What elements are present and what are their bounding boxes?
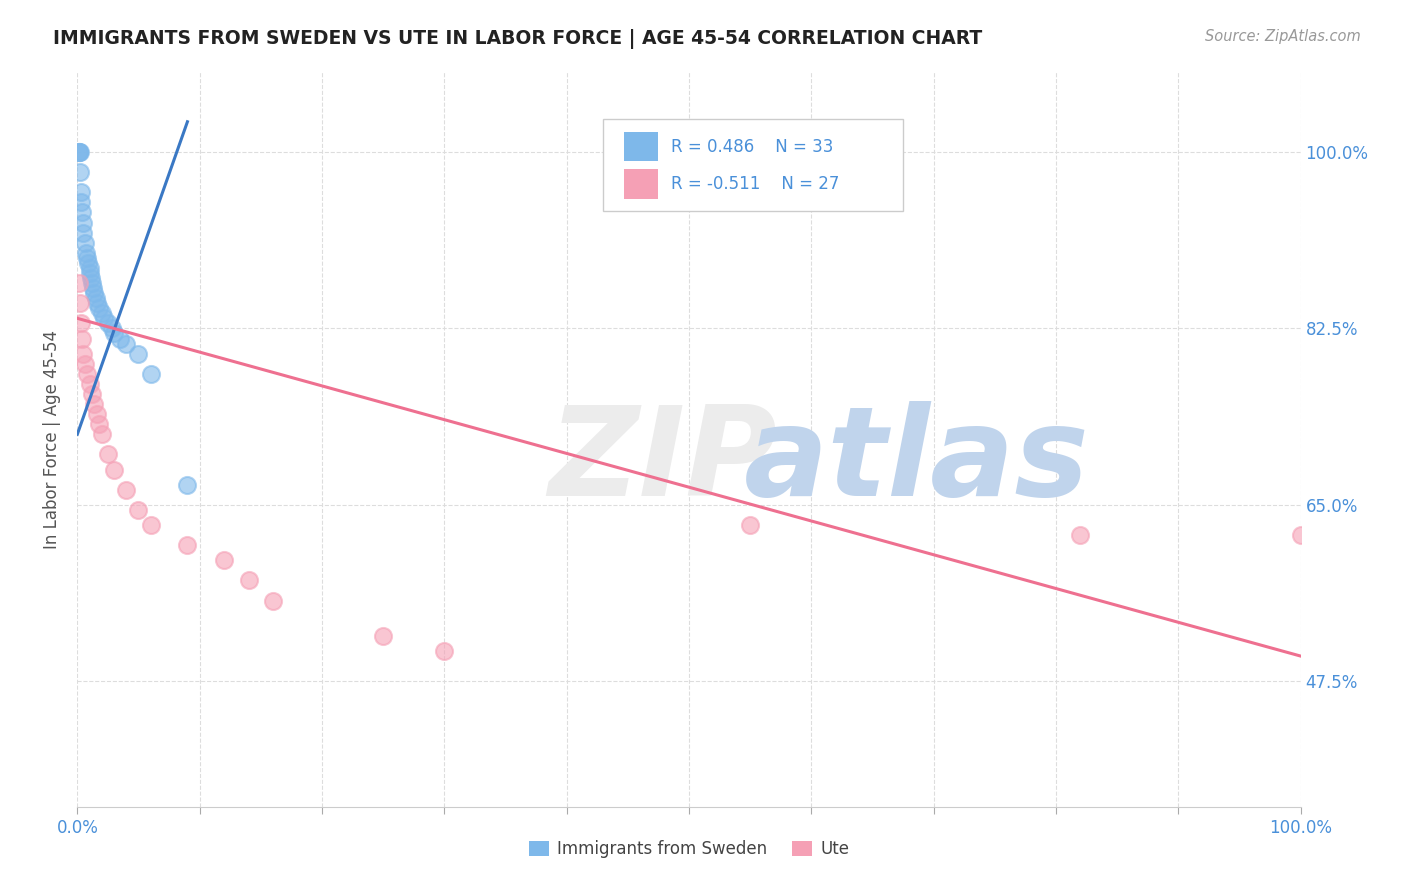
Point [67,145,90,159]
Point [1289,528,1312,542]
Point [89,417,111,432]
Point [72,226,94,240]
Text: R = -0.511    N = 27: R = -0.511 N = 27 [671,175,839,193]
Point [69,165,91,179]
Point [1069,528,1091,542]
Point [83,397,105,411]
Point [69,296,91,310]
Point [77,256,100,270]
Point [238,574,260,588]
Point [70,186,93,200]
Point [262,593,284,607]
Point [83,286,105,301]
Point [80,271,103,285]
Point [90,427,112,442]
Y-axis label: In Labor Force | Age 45-54: In Labor Force | Age 45-54 [42,330,60,549]
Point [115,336,138,351]
Point [79,260,101,275]
Point [70,317,93,331]
Point [76,367,98,381]
Point [72,216,94,230]
Text: Source: ZipAtlas.com: Source: ZipAtlas.com [1205,29,1361,44]
Bar [624,132,658,161]
Point [80,387,103,401]
Point [108,331,131,345]
Point [212,553,235,567]
Point [79,266,101,280]
Point [67,276,90,290]
Point [97,447,120,461]
Point [127,346,149,360]
Point [97,317,120,331]
Point [73,235,96,250]
Point [73,357,96,371]
Point [86,296,108,310]
Point [76,251,98,265]
Point [103,326,125,341]
Point [70,195,93,210]
Point [139,518,162,533]
Point [740,518,762,533]
Point [115,483,138,497]
Point [70,205,93,219]
Point [90,306,112,320]
Point [93,311,115,326]
Bar [624,169,658,199]
Text: ZIP: ZIP [548,401,778,522]
Point [176,477,198,491]
Point [89,301,111,316]
Text: R = 0.486    N = 33: R = 0.486 N = 33 [671,137,832,155]
Point [70,331,93,345]
Point [72,346,94,360]
Point [127,503,149,517]
Point [176,538,198,552]
Point [371,629,394,643]
Point [67,145,90,159]
Point [69,145,91,159]
Point [80,276,103,290]
Point [100,321,122,335]
Point [67,145,90,159]
Point [75,245,97,260]
Text: IMMIGRANTS FROM SWEDEN VS UTE IN LABOR FORCE | AGE 45-54 CORRELATION CHART: IMMIGRANTS FROM SWEDEN VS UTE IN LABOR F… [53,29,983,48]
Point [84,291,107,305]
Point [139,367,162,381]
Text: atlas: atlas [744,401,1090,522]
Legend: Immigrants from Sweden, Ute: Immigrants from Sweden, Ute [522,834,856,865]
Point [103,462,125,476]
Point [433,644,456,658]
Point [82,281,104,295]
Point [86,407,108,421]
FancyBboxPatch shape [603,120,903,211]
Point [79,376,101,391]
